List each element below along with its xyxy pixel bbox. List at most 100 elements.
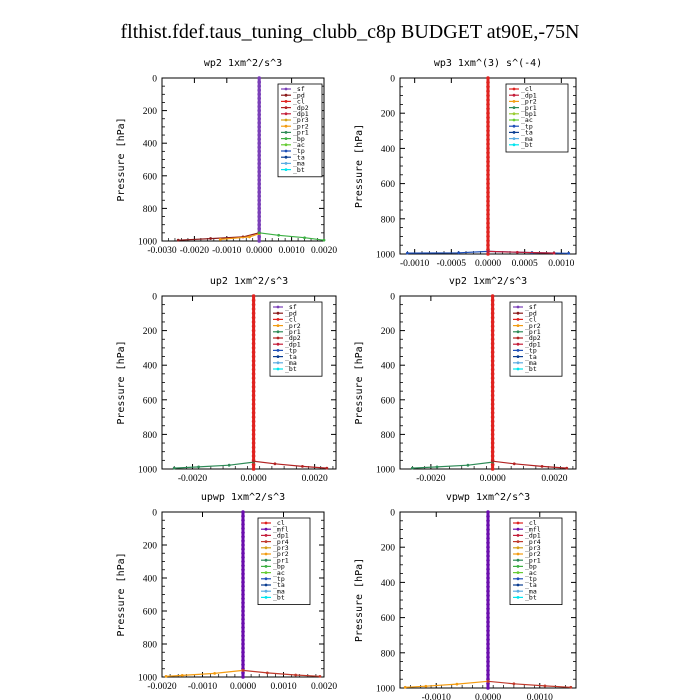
series-point: [251, 337, 256, 342]
series-point: [251, 324, 256, 329]
legend-label: _pr3: [525, 544, 541, 552]
legend-label: _mfl: [273, 525, 289, 533]
legend-marker: [516, 583, 520, 587]
series-point: [491, 459, 495, 463]
series-point: [241, 596, 245, 601]
legend-marker: [276, 318, 280, 321]
series-point: [486, 98, 490, 102]
series-point: [540, 465, 544, 468]
legend-label: _bt: [521, 141, 533, 149]
chart-panel-1: wp2 1xm^2/s^3 Pressure [hPa] 0 200 400 600 800…: [116, 58, 337, 256]
series-point: [251, 350, 256, 355]
series-point: [486, 80, 490, 85]
legend-label: _cl: [273, 519, 285, 527]
series-point: [490, 354, 495, 359]
legend-label: _bt: [293, 166, 305, 174]
legend-marker: [516, 311, 520, 315]
series-point: [251, 393, 256, 398]
series-point: [257, 231, 261, 235]
series-line-pr2: [166, 669, 244, 677]
series-point: [241, 526, 245, 531]
legend-label: _ma: [273, 587, 285, 595]
legend-label: _ma: [525, 359, 537, 367]
series-point: [251, 341, 256, 346]
legend-label: _pr2: [525, 322, 541, 330]
series-point: [197, 465, 201, 469]
series-point: [486, 102, 490, 107]
series-point: [251, 436, 256, 441]
legend-label: _tp: [525, 347, 537, 355]
legend-label: _pd: [525, 309, 537, 317]
series-point: [241, 584, 245, 589]
series-point: [543, 684, 547, 688]
legend-marker: [284, 143, 288, 147]
series-point: [490, 302, 495, 307]
series-point: [257, 108, 262, 113]
legend-marker: [284, 124, 288, 128]
legend-label: _pr4: [273, 538, 289, 546]
legend: _sf_pd_cl_pr2_pr1_dp2_dp1_tp_ta_ma_bt: [269, 301, 323, 377]
series-point: [251, 354, 256, 359]
chart-panel-2: wp3 1xm^(3) s^(-4) Pressure [hPa] 0 200 400 6…: [354, 58, 577, 269]
y-axis-label: Pressure [hPa]: [116, 340, 127, 424]
series-point: [486, 637, 490, 642]
series-point: [490, 410, 495, 415]
series-point: [257, 92, 262, 97]
y-tick-label: 800: [381, 215, 396, 225]
legend-marker: [284, 100, 288, 103]
series-point: [241, 605, 245, 609]
legend-label: _sf: [285, 303, 297, 311]
legend-marker: [516, 577, 520, 581]
legend-marker: [516, 342, 520, 346]
y-tick-label: 200: [381, 544, 396, 554]
legend-label: _dp1: [521, 91, 537, 99]
series-point: [486, 642, 490, 646]
series-point: [486, 633, 490, 637]
series-point: [486, 89, 490, 93]
series-point: [241, 522, 245, 527]
series-point: [490, 436, 495, 441]
series-point: [257, 141, 262, 145]
series-point: [490, 402, 495, 406]
x-tick-label: 0.0020: [311, 246, 337, 256]
panel-title: vpwp 1xm^2/s^3: [446, 492, 530, 503]
legend-label: _pr2: [521, 98, 537, 106]
series-point: [257, 133, 262, 137]
legend-marker: [516, 521, 520, 525]
series-point: [486, 107, 490, 111]
series-point: [490, 428, 495, 432]
series-point: [241, 629, 245, 634]
series-line-bp: [259, 232, 325, 241]
series-point: [241, 592, 245, 597]
series-point: [455, 682, 459, 686]
series-point: [241, 510, 245, 514]
chart-panel-3: up2 1xm^2/s^3 Pressure [hPa] 0 200 400 600 800…: [116, 276, 337, 484]
series-point: [490, 341, 495, 346]
series-point: [486, 249, 490, 253]
series-point: [486, 576, 490, 580]
legend-marker: [284, 131, 288, 134]
series-line-dp2: [253, 460, 327, 469]
series-point: [486, 655, 490, 659]
legend-label: _pr2: [273, 550, 289, 558]
y-tick-label: 600: [143, 608, 158, 618]
series-point: [241, 617, 245, 622]
panel-title: upwp 1xm^2/s^3: [201, 492, 285, 503]
series-point: [410, 466, 414, 470]
legend-marker: [516, 318, 520, 321]
series-point: [569, 685, 573, 689]
series-point: [251, 428, 256, 432]
legend-label: _ac: [293, 141, 305, 149]
series-point: [251, 376, 256, 380]
series-point: [486, 76, 490, 80]
series-point: [565, 466, 569, 470]
legend-label: _ma: [285, 359, 297, 367]
legend-label: _ma: [521, 135, 533, 143]
series-point: [486, 510, 490, 514]
legend-label: _cl: [293, 98, 305, 106]
legend: _cl_mfl_dp1_pr4_pr3_pr2_pr1_bp_ac_tp_ta_…: [257, 517, 311, 605]
legend-label: _pr2: [285, 322, 301, 330]
legend-marker: [264, 577, 268, 581]
x-tick-label: -0.0020: [147, 682, 177, 692]
series-point: [257, 161, 262, 166]
